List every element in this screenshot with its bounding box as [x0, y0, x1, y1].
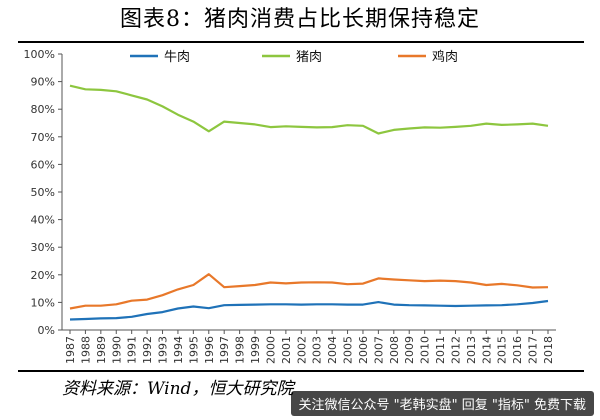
x-tick-label: 2008 [388, 336, 401, 364]
x-tick-label: 2017 [527, 336, 540, 364]
x-tick-label: 1992 [141, 336, 154, 364]
y-tick-label: 100% [24, 48, 55, 61]
x-tick-label: 2016 [511, 336, 524, 364]
x-tick-label: 2015 [496, 336, 509, 364]
x-tick-label: 2000 [264, 336, 277, 364]
x-tick-label: 2006 [357, 336, 370, 364]
y-tick-label: 80% [31, 103, 55, 116]
x-tick-label: 1996 [203, 336, 216, 364]
x-tick-label: 2011 [434, 336, 447, 364]
x-tick-label: 2018 [542, 336, 555, 364]
y-tick-label: 10% [31, 296, 55, 309]
chart-legend: 牛肉 猪肉 鸡肉 [130, 49, 458, 65]
title-divider [18, 41, 584, 43]
x-tick-label: 1993 [157, 336, 170, 364]
x-tick-label: 1990 [110, 336, 123, 364]
x-tick-label: 2012 [449, 336, 462, 364]
x-tick-label: 2001 [280, 336, 293, 364]
x-tick-label: 1987 [64, 336, 77, 364]
x-tick-label: 2010 [419, 336, 432, 364]
x-tick-label: 1999 [249, 336, 262, 364]
legend-label: 牛肉 [164, 50, 190, 65]
x-tick-label: 1989 [95, 336, 108, 364]
source-note: 资料来源：Wind，恒大研究院 [62, 379, 294, 399]
x-tick-label: 2007 [372, 336, 385, 364]
x-tick-label: 2004 [326, 336, 339, 364]
y-tick-label: 30% [31, 241, 55, 254]
line-chart: 0%10%20%30%40%50%60%70%80%90%100%1987 198… [24, 48, 556, 364]
x-tick-label: 2013 [465, 336, 478, 364]
source-divider [18, 370, 584, 372]
y-tick-label: 20% [31, 269, 55, 282]
legend-label: 鸡肉 [432, 49, 458, 65]
x-tick-label: 1998 [234, 336, 247, 364]
chart-axes: 0%10%20%30%40%50%60%70%80%90%100%1987 198… [24, 48, 556, 364]
x-tick-label: 1991 [126, 336, 139, 364]
x-tick-label: 2005 [342, 336, 355, 364]
series-line-鸡肉 [69, 273, 549, 310]
legend-label: 猪肉 [296, 50, 322, 65]
x-tick-label: 1988 [79, 336, 92, 364]
x-tick-label: 2003 [311, 336, 324, 364]
y-tick-label: 40% [31, 214, 55, 227]
y-tick-label: 0% [38, 324, 55, 337]
y-tick-label: 60% [31, 158, 55, 171]
y-tick-label: 50% [31, 186, 55, 199]
series-line-牛肉 [69, 299, 549, 321]
x-tick-label: 2014 [480, 336, 493, 364]
chart-title: 图表8：猪肉消费占比长期保持稳定 [120, 7, 480, 32]
x-tick-label: 2009 [403, 336, 416, 364]
x-tick-label: 1994 [172, 336, 185, 364]
x-tick-label: 1997 [218, 336, 231, 364]
chart-series [69, 84, 549, 321]
x-tick-label: 1995 [187, 336, 200, 364]
series-line-猪肉 [69, 84, 549, 135]
watermark-banner: 关注微信公众号 "老韩实盘" 回复 "指标" 免费下载 [290, 391, 594, 416]
x-tick-label: 2002 [295, 336, 308, 364]
y-tick-label: 70% [31, 131, 55, 144]
y-tick-label: 90% [31, 76, 55, 89]
